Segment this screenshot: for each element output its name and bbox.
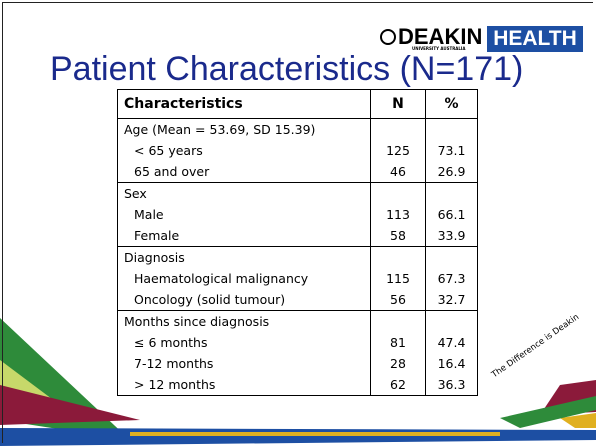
header-cell: Characteristics xyxy=(118,90,371,119)
logo-unit: HEALTH xyxy=(487,26,583,52)
pct-cell: 36.3 xyxy=(426,374,478,396)
empty-cell xyxy=(371,311,426,333)
logo-emblem xyxy=(380,29,396,45)
group-label: Age (Mean = 53.69, SD 15.39) xyxy=(118,119,371,141)
pct-cell: 47.4 xyxy=(426,332,478,353)
n-cell: 62 xyxy=(371,374,426,396)
empty-cell xyxy=(426,311,478,333)
pct-cell: 33.9 xyxy=(426,225,478,247)
empty-cell xyxy=(371,247,426,269)
n-cell: 81 xyxy=(371,332,426,353)
row-label: ≤ 6 months xyxy=(118,332,371,353)
pct-cell: 26.9 xyxy=(426,161,478,183)
group-row: Months since diagnosis xyxy=(118,311,478,333)
empty-cell xyxy=(426,183,478,205)
pct-cell: 66.1 xyxy=(426,204,478,225)
header-cell: N xyxy=(371,90,426,119)
row-label: Female xyxy=(118,225,371,247)
slide: DEAKIN UNIVERSITY AUSTRALIA HEALTH Patie… xyxy=(0,0,596,446)
pct-cell: 73.1 xyxy=(426,140,478,161)
pct-cell: 32.7 xyxy=(426,289,478,311)
pct-cell: 67.3 xyxy=(426,268,478,289)
pct-cell: 16.4 xyxy=(426,353,478,374)
group-row: Age (Mean = 53.69, SD 15.39) xyxy=(118,119,478,141)
n-cell: 113 xyxy=(371,204,426,225)
row-label: Oncology (solid tumour) xyxy=(118,289,371,311)
n-cell: 56 xyxy=(371,289,426,311)
row-label: Male xyxy=(118,204,371,225)
row-label: 7-12 months xyxy=(118,353,371,374)
group-label: Sex xyxy=(118,183,371,205)
n-cell: 125 xyxy=(371,140,426,161)
group-row: Sex xyxy=(118,183,478,205)
row-label: > 12 months xyxy=(118,374,371,396)
row-label: 65 and over xyxy=(118,161,371,183)
table: Characteristics N % Age (Mean = 53.69, S… xyxy=(117,89,478,396)
header-cell: % xyxy=(426,90,478,119)
row-label: < 65 years xyxy=(118,140,371,161)
group-label: Months since diagnosis xyxy=(118,311,371,333)
empty-cell xyxy=(371,119,426,141)
n-cell: 58 xyxy=(371,225,426,247)
empty-cell xyxy=(426,119,478,141)
title: Patient Characteristics (N=171) xyxy=(50,50,590,89)
group-row: Diagnosis xyxy=(118,247,478,269)
n-cell: 46 xyxy=(371,161,426,183)
n-cell: 115 xyxy=(371,268,426,289)
group-label: Diagnosis xyxy=(118,247,371,269)
empty-cell xyxy=(371,183,426,205)
n-cell: 28 xyxy=(371,353,426,374)
header-row: Characteristics N % xyxy=(118,90,478,119)
row-label: Haematological malignancy xyxy=(118,268,371,289)
empty-cell xyxy=(426,247,478,269)
